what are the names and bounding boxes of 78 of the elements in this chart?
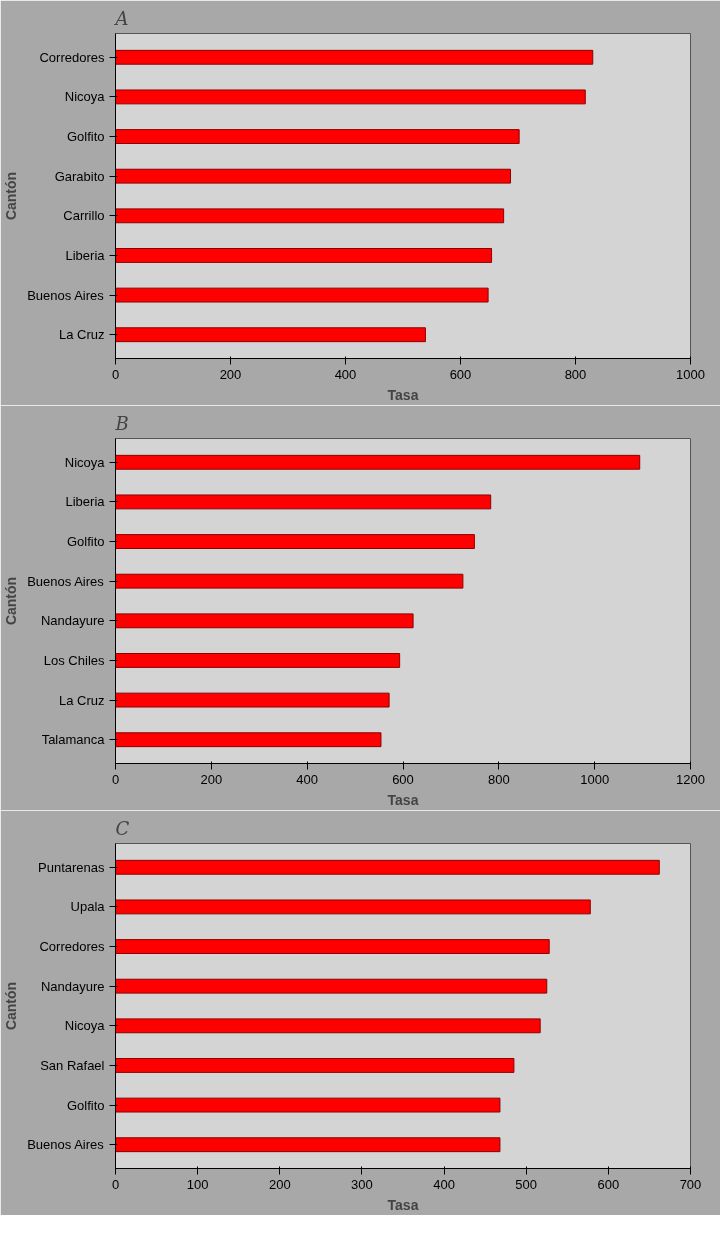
x-tick-label: 400: [334, 366, 357, 382]
bar: [115, 1058, 515, 1073]
bar: [115, 129, 520, 144]
bar: [115, 494, 492, 510]
y-tick-label: Nandayure: [40, 613, 105, 629]
y-tick-label: San Rafael: [40, 1057, 105, 1073]
bar: [115, 732, 382, 748]
y-tick-label: Golfito: [66, 534, 105, 550]
x-tick-label: 400: [296, 771, 319, 787]
x-tick-label: 600: [449, 366, 472, 382]
y-tick-label: Golfito: [66, 1097, 105, 1113]
bar: [115, 1097, 501, 1113]
bar: [115, 454, 641, 470]
y-tick-label: Buenos Aires: [27, 287, 105, 303]
y-tick-label: Golfito: [66, 129, 105, 145]
bar: [115, 287, 489, 303]
x-tick-label: 700: [679, 1176, 702, 1192]
x-tick-label: 800: [487, 771, 510, 787]
bar: [115, 859, 660, 875]
y-tick-label: Nicoya: [64, 454, 106, 470]
x-tick-label: 0: [111, 771, 120, 787]
bar: [115, 168, 512, 184]
bar: [115, 1018, 541, 1034]
y-tick-label: La Cruz: [58, 692, 105, 708]
x-tick-label: 1200: [676, 771, 705, 787]
y-tick-label: Nicoya: [64, 89, 106, 105]
x-tick-label: 800: [564, 366, 587, 382]
x-tick-label: 600: [597, 1176, 620, 1192]
y-tick-label: Liberia: [65, 494, 106, 510]
bar: [115, 573, 464, 589]
bar: [115, 208, 505, 224]
chart-title: B: [114, 412, 129, 434]
x-tick-label: 200: [219, 366, 242, 382]
chart-title: A: [113, 7, 129, 29]
x-tick-label: 400: [433, 1176, 455, 1192]
y-tick-label: Corredores: [39, 49, 105, 65]
x-tick-label: 600: [392, 771, 414, 787]
y-tick-label: Puntarenas: [38, 859, 105, 875]
bar: [115, 534, 475, 549]
x-tick-label: 0: [111, 1176, 120, 1192]
bar: [115, 613, 414, 629]
y-tick-label: Upala: [70, 899, 106, 915]
x-tick-label: 1000: [676, 366, 705, 382]
bar: [115, 327, 426, 343]
y-tick-label: Carrillo: [63, 208, 105, 224]
bar: [115, 248, 493, 263]
x-tick-label: 1000: [580, 771, 610, 787]
bar: [115, 692, 390, 708]
x-tick-label: 200: [268, 1176, 291, 1192]
y-tick-label: Los Chiles: [43, 652, 105, 668]
y-tick-label: Nicoya: [64, 1018, 106, 1034]
y-tick-label: Garabito: [54, 168, 105, 184]
y-tick-label: Corredores: [39, 939, 105, 955]
y-tick-label: Buenos Aires: [27, 573, 105, 589]
x-axis-title: Tasa: [387, 791, 419, 808]
bar: [115, 1137, 501, 1153]
x-tick-label: 500: [515, 1176, 538, 1192]
bar: [115, 899, 591, 915]
x-axis-title: Tasa: [387, 386, 419, 403]
y-tick-label: Liberia: [65, 247, 106, 263]
y-axis-title: Cantón: [3, 171, 20, 221]
bar: [115, 939, 550, 954]
bar: [115, 49, 594, 65]
y-axis-title: Cantón: [3, 576, 20, 626]
y-tick-label: La Cruz: [58, 327, 105, 343]
bar: [115, 89, 586, 105]
y-tick-label: Buenos Aires: [27, 1137, 105, 1153]
y-axis-title: Cantón: [3, 981, 20, 1031]
y-tick-label: Talamanca: [41, 732, 106, 748]
x-tick-label: 100: [186, 1176, 209, 1192]
bar: [115, 653, 401, 668]
bar: [115, 978, 548, 994]
x-tick-label: 0: [111, 366, 120, 382]
x-tick-label: 300: [351, 1176, 373, 1192]
chart-title: C: [115, 817, 130, 839]
x-tick-label: 200: [200, 771, 223, 787]
y-tick-label: Nandayure: [40, 978, 105, 994]
x-axis-title: Tasa: [387, 1196, 419, 1213]
